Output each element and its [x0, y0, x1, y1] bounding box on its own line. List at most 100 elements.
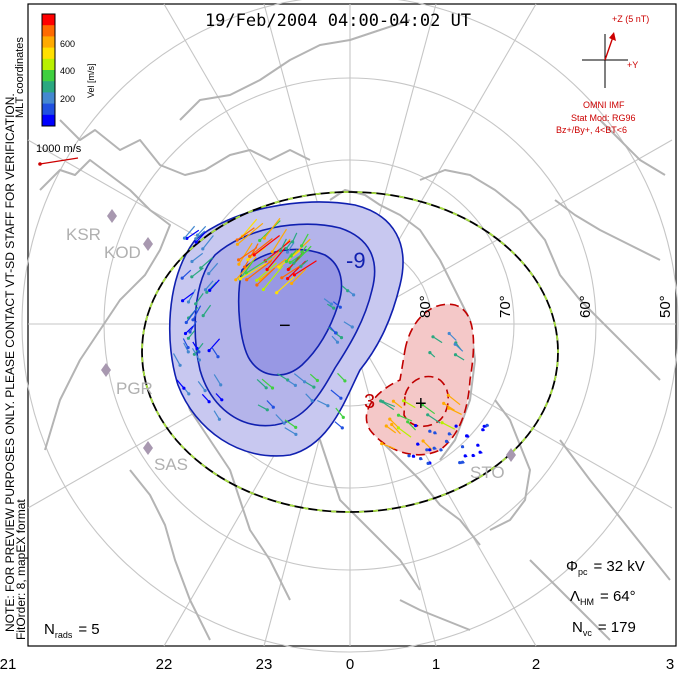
velocity-vectors: [172, 217, 490, 465]
velocity-vector-origin: [421, 439, 425, 443]
velocity-vector-origin: [207, 400, 211, 404]
velocity-vector-origin: [425, 448, 429, 452]
velocity-vector-origin: [290, 281, 294, 285]
colorbar-tick-200: 200: [60, 94, 75, 104]
velocity-vector-origin: [284, 259, 288, 264]
stat-phi: Φpc = 32 kV: [566, 558, 645, 577]
velocity-vector-origin: [286, 267, 290, 272]
velocity-vector-origin: [278, 249, 282, 253]
velocity-vector: [279, 238, 287, 251]
velocity-vector-origin: [178, 363, 182, 367]
velocity-vector-origin: [207, 272, 211, 276]
velocity-vector: [330, 389, 342, 399]
imf-stat-mod-line2: Bz+/By+, 4<BT<6: [556, 125, 627, 135]
velocity-vector-origin: [182, 386, 186, 390]
velocity-vector-origin: [282, 421, 286, 425]
velocity-vector: [393, 400, 403, 409]
velocity-vector-origin: [447, 331, 451, 336]
velocity-vector: [277, 373, 289, 381]
velocity-vector-origin: [416, 442, 420, 446]
velocity-vector: [382, 401, 396, 408]
velocity-vector-origin: [245, 278, 249, 282]
velocity-vector-origin: [432, 446, 436, 450]
velocity-vector-origin: [428, 429, 432, 433]
velocity-vector-origin: [217, 417, 221, 421]
velocity-vector-origin: [275, 291, 279, 295]
radar-label-sto: STO: [470, 463, 505, 482]
velocity-vector: [186, 229, 200, 239]
velocity-vector-origin: [391, 399, 395, 403]
mlt-label-2: 2: [532, 656, 540, 673]
velocity-vector-origin: [465, 434, 469, 438]
radar-marker-kod: [143, 237, 153, 251]
velocity-vector: [191, 267, 204, 278]
velocity-vector-origin: [246, 258, 250, 262]
velocity-vector: [197, 225, 207, 236]
mlt-label-0: 0: [346, 656, 354, 673]
velocity-vector-origin: [265, 267, 269, 272]
velocity-vector: [391, 424, 401, 435]
velocity-vector: [256, 378, 267, 389]
velocity-vector-origin: [444, 439, 449, 443]
imf-y-label: +Y: [627, 60, 638, 70]
velocity-vector: [304, 381, 315, 388]
mlt-label-23: 23: [256, 656, 273, 673]
velocity-vector-origin: [207, 349, 211, 353]
velocity-vector-origin: [329, 302, 333, 306]
velocity-vector-origin: [433, 431, 437, 435]
velocity-vector-origin: [235, 242, 240, 246]
velocity-vector: [287, 242, 295, 253]
velocity-vector-origin: [310, 399, 314, 403]
velocity-vector-origin: [460, 445, 465, 449]
colorbar-border: [41, 13, 56, 127]
stat-lambda: ΛHM = 64°: [570, 588, 636, 607]
velocity-vector: [256, 267, 276, 286]
velocity-vector-origin: [270, 250, 274, 254]
velocity-vector-origin: [419, 457, 423, 461]
velocity-vector: [238, 242, 253, 265]
velocity-vector: [185, 308, 197, 323]
velocity-vector-origin: [315, 378, 319, 383]
velocity-vector-origin: [280, 276, 284, 280]
side-note-verification: NOTE: FOR PREVIEW PURPOSES ONLY. PLEASE …: [3, 93, 17, 632]
velocity-vector-origin: [440, 421, 444, 425]
velocity-vector-origin: [201, 247, 205, 251]
velocity-vector-origin: [194, 237, 198, 241]
velocity-vector-origin: [390, 422, 394, 427]
velocity-vector-origin: [180, 276, 184, 280]
velocity-vector: [454, 343, 464, 352]
velocity-vector: [213, 374, 222, 386]
velocity-vector-origin: [264, 386, 268, 390]
velocity-vector-origin: [401, 399, 406, 403]
imf-source-label: OMNI IMF: [583, 100, 625, 110]
mlt-label-3: 3: [666, 656, 674, 673]
velocity-vector: [172, 353, 181, 366]
velocity-vector: [181, 269, 192, 279]
velocity-vector-origin: [299, 264, 303, 268]
velocity-vector: [317, 399, 329, 407]
velocity-vector-origin: [271, 405, 275, 409]
velocity-vector: [448, 333, 457, 341]
velocity-vector: [337, 372, 346, 382]
radar-label-ksr: KSR: [66, 225, 101, 244]
velocity-vector: [289, 249, 310, 263]
velocity-vector-origin: [238, 277, 242, 281]
stat-nvc: Nvc = 179: [572, 619, 636, 638]
velocity-vector-origin: [197, 358, 201, 362]
velocity-vector-origin: [338, 305, 342, 309]
velocity-vector: [447, 394, 461, 406]
velocity-vector-origin: [471, 453, 475, 458]
velocity-vector-origin: [237, 258, 241, 262]
scale-vector-label: 1000 m/s: [36, 143, 82, 155]
velocity-vector: [202, 235, 214, 250]
velocity-vector-origin: [414, 424, 418, 428]
contour-label-plus-value: 3: [364, 391, 375, 413]
velocity-vector-origin: [428, 351, 432, 355]
velocity-vector-origin: [244, 271, 249, 275]
velocity-vector: [236, 227, 255, 241]
velocity-vector-origin: [352, 293, 356, 297]
colorbar-segment: [42, 36, 55, 49]
velocity-vector-origin: [300, 250, 304, 254]
velocity-vector-origin: [255, 283, 259, 287]
imf-clock: [582, 32, 628, 88]
